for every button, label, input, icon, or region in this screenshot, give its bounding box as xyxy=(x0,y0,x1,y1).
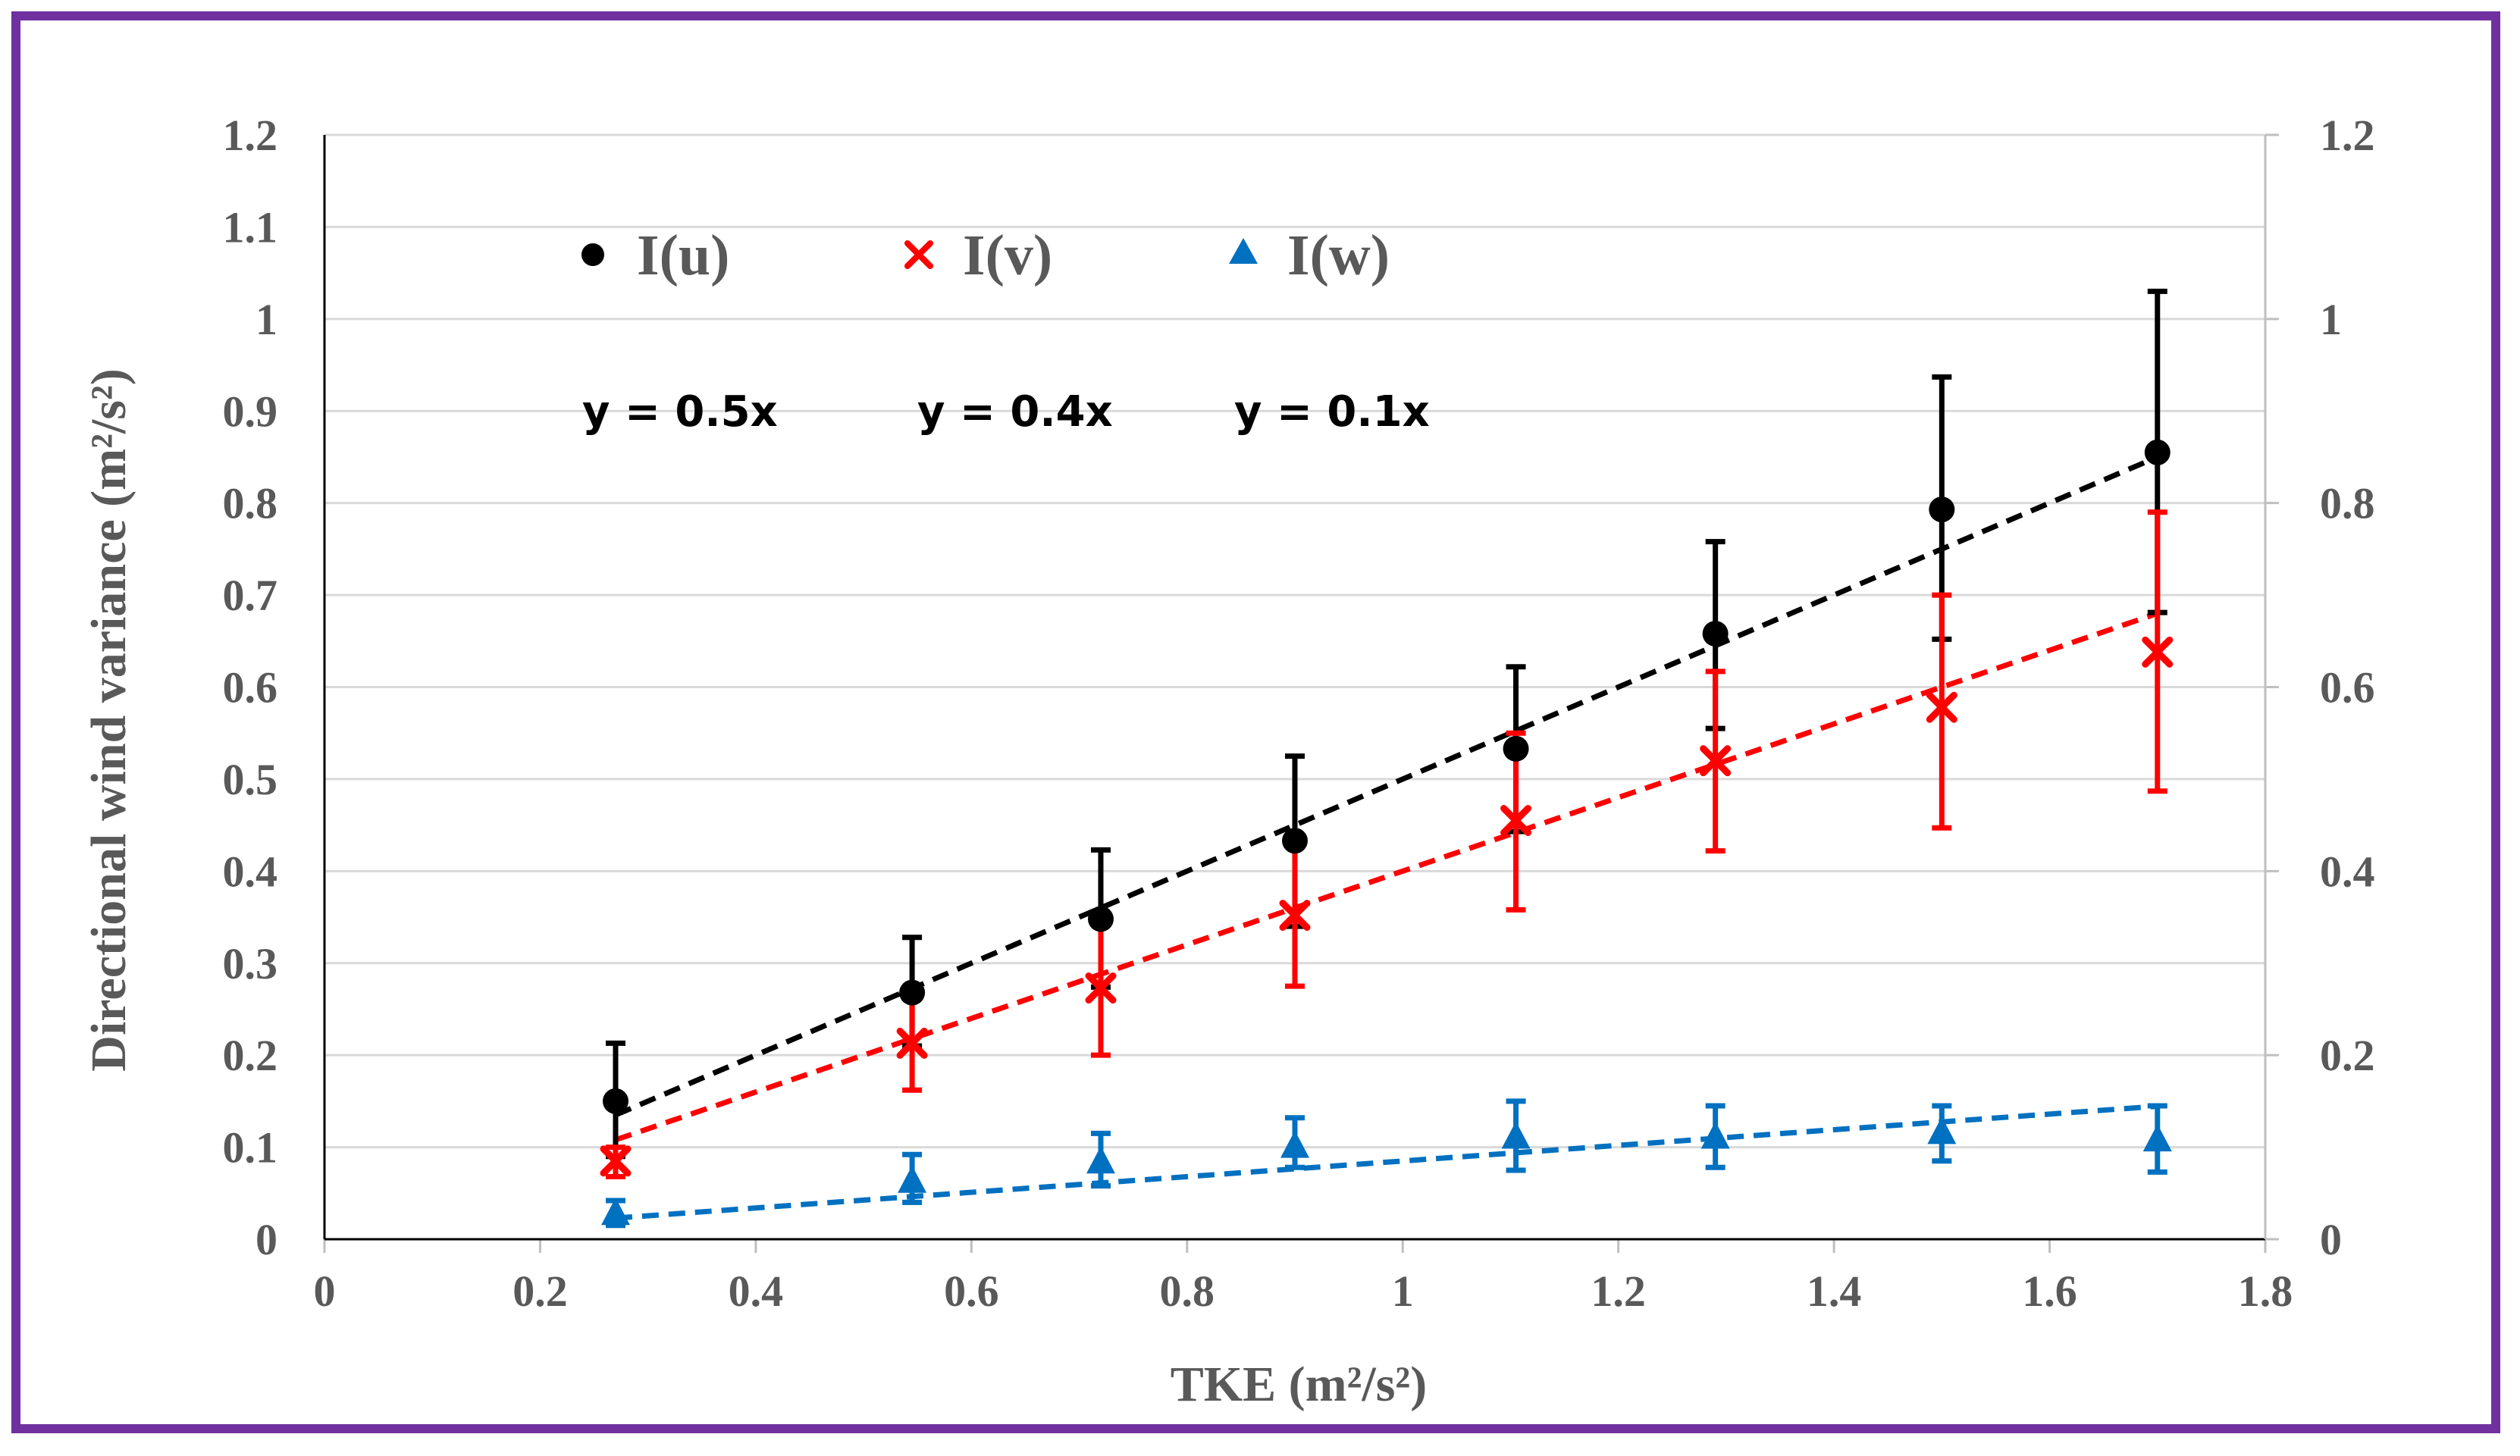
x-tick-label: 1.8 xyxy=(2238,1267,2293,1316)
point-iv xyxy=(2142,636,2174,668)
point-iv xyxy=(1700,745,1732,777)
trendline-iv xyxy=(614,611,2158,1143)
x-axis-title: TKE (m²/s²) xyxy=(1171,1357,1427,1412)
trendline-iu xyxy=(614,454,2159,1118)
y-tick-label: 0.1 xyxy=(223,1123,278,1173)
y-axis-title: Directional wind variance (m²/s²) xyxy=(81,368,136,1071)
y-tick-label: 1 xyxy=(255,295,277,344)
y-tick-label: 0.4 xyxy=(223,847,278,896)
point-iw xyxy=(1700,1121,1730,1149)
point-iv xyxy=(1279,900,1311,932)
point-iv xyxy=(1500,805,1532,837)
trendlines xyxy=(614,454,2159,1221)
y2-tick-labels: 0 0.2 0.4 0.6 0.8 1 1.2 xyxy=(2320,111,2375,1264)
y-tick-label: 0.3 xyxy=(223,939,278,988)
y2-tick-label: 0 xyxy=(2320,1215,2342,1264)
y2-tick-label: 1 xyxy=(2320,295,2342,344)
y2-tick-label: 1.2 xyxy=(2320,111,2375,160)
point-iu xyxy=(1282,828,1308,854)
y-tick-label: 0.8 xyxy=(223,479,278,528)
point-iu xyxy=(899,979,926,1006)
point-iv xyxy=(600,1145,632,1177)
y-tick-label: 0.2 xyxy=(223,1031,278,1080)
y-tick-label: 0.5 xyxy=(223,755,278,804)
legend-marker-iu xyxy=(581,243,604,266)
point-iw xyxy=(601,1198,630,1226)
y2-tick-label: 0.6 xyxy=(2320,663,2375,712)
equation-iw: y = 0.1x xyxy=(1234,387,1430,437)
point-iu xyxy=(1929,496,1955,523)
trend-equations: y = 0.5x y = 0.4x y = 0.1x xyxy=(582,387,1430,437)
point-iv xyxy=(1926,691,1957,723)
legend-marker-iv xyxy=(904,240,933,269)
y-tick-label: 1.1 xyxy=(223,202,278,252)
y-tick-label: 0 xyxy=(255,1215,277,1264)
legend-marker-iw xyxy=(1229,238,1258,264)
x-tick-label: 0.8 xyxy=(1160,1267,1215,1316)
y-tick-label: 0.7 xyxy=(223,571,278,620)
y-tick-labels: 0 0.1 0.2 0.3 0.4 0.5 0.6 0.7 0.8 0.9 1 1.1 1.2 xyxy=(223,111,278,1264)
point-iu xyxy=(2144,439,2171,465)
x-tick-label: 0.6 xyxy=(944,1267,999,1316)
point-iw xyxy=(1280,1130,1309,1158)
x-tick-label: 1.4 xyxy=(1807,1267,1862,1316)
data-points xyxy=(600,439,2174,1226)
trendline-iw xyxy=(615,1104,2158,1221)
equation-iu: y = 0.5x xyxy=(582,387,778,437)
axes xyxy=(323,133,2279,1253)
point-iu xyxy=(1702,621,1729,647)
legend-label-iv: I(v) xyxy=(963,224,1052,287)
point-iu xyxy=(1088,906,1114,932)
x-tick-label: 1 xyxy=(1392,1267,1414,1316)
y2-tick-label: 0.2 xyxy=(2320,1031,2375,1080)
point-iw xyxy=(2142,1124,2172,1152)
y-tick-label: 0.9 xyxy=(223,387,278,436)
point-iw xyxy=(1927,1116,1957,1144)
x-tick-labels: 0 0.2 0.4 0.6 0.8 1 1.2 1.4 1.6 1.8 xyxy=(314,1267,2293,1316)
point-iu xyxy=(1503,735,1529,762)
y2-tick-label: 0.8 xyxy=(2320,479,2375,528)
point-iv xyxy=(896,1027,928,1059)
chart-frame xyxy=(11,11,2500,1433)
x-tick-label: 0 xyxy=(314,1267,336,1316)
x-tick-label: 1.6 xyxy=(2022,1267,2077,1316)
legend-label-iw: I(w) xyxy=(1287,224,1390,287)
y2-tick-label: 0.4 xyxy=(2320,847,2375,896)
point-iw xyxy=(1086,1146,1115,1174)
y-tick-label: 1.2 xyxy=(223,111,278,160)
legend: I(u) I(v) I(w) xyxy=(581,224,1390,287)
point-iv xyxy=(1085,972,1117,1004)
point-iu xyxy=(603,1088,628,1114)
legend-label-iu: I(u) xyxy=(637,224,729,287)
equation-iv: y = 0.4x xyxy=(917,387,1113,437)
x-tick-label: 1.2 xyxy=(1591,1267,1646,1316)
point-iw xyxy=(898,1165,927,1193)
y-tick-label: 0.6 xyxy=(223,663,278,712)
point-iw xyxy=(1501,1121,1531,1149)
x-tick-label: 0.2 xyxy=(512,1267,568,1316)
x-tick-label: 0.4 xyxy=(729,1267,784,1316)
